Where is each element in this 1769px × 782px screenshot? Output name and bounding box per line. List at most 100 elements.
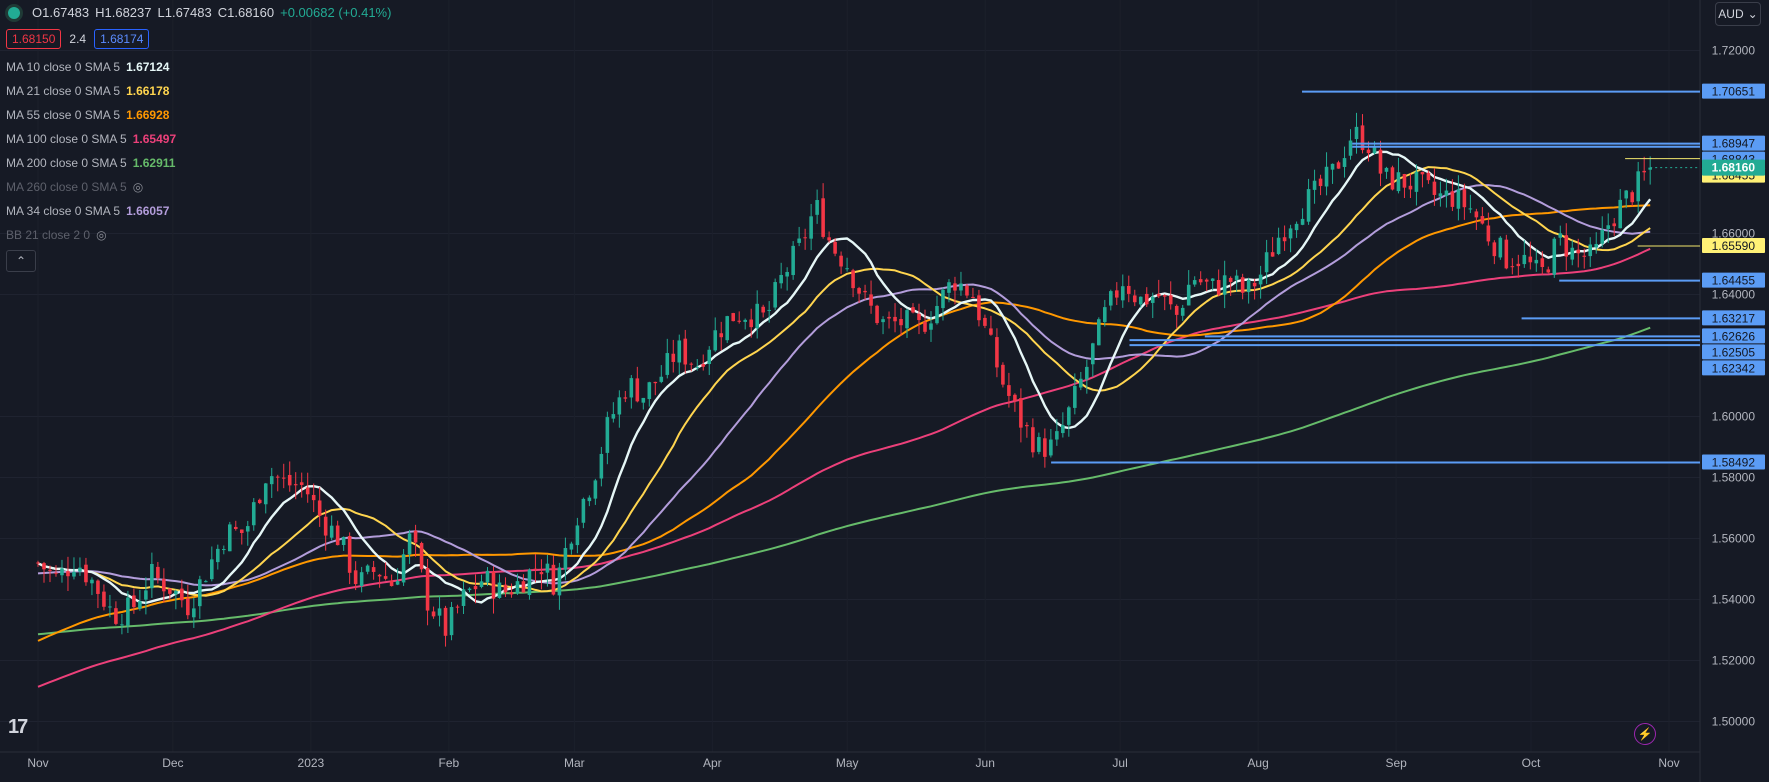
candle-body xyxy=(503,584,508,593)
candle-body xyxy=(971,296,975,299)
candle-body xyxy=(245,526,250,532)
legend-row-ma55[interactable]: MA 55 close 0 SMA 5 1.66928 xyxy=(6,103,176,127)
candle-body xyxy=(593,480,598,499)
x-tick-label: Aug xyxy=(1247,756,1268,770)
candle-body xyxy=(210,559,214,580)
candle-body xyxy=(455,606,460,608)
candle-body xyxy=(377,574,382,577)
candle-body xyxy=(1438,193,1443,197)
legend-row-ma200[interactable]: MA 200 close 0 SMA 5 1.62911 xyxy=(6,151,176,175)
chevron-up-icon: ⌃ xyxy=(15,254,27,268)
candle-body xyxy=(347,535,352,573)
candle-body xyxy=(1210,278,1215,282)
candle-body xyxy=(509,592,514,595)
candle-body xyxy=(1642,170,1646,173)
level-label-bg xyxy=(1702,135,1765,151)
chevron-down-icon: ⌄ xyxy=(1747,7,1758,21)
candle-body xyxy=(473,586,478,590)
currency-select[interactable]: AUD ⌄ xyxy=(1715,2,1761,26)
candle-body xyxy=(1174,305,1179,315)
candle-body xyxy=(461,589,466,606)
candle-body xyxy=(1162,295,1167,297)
legend-row-bb21[interactable]: BB 21 close 2 0 ◎ xyxy=(6,223,176,247)
legend-row-ma100[interactable]: MA 100 close 0 SMA 5 1.65497 xyxy=(6,127,176,151)
candle-body xyxy=(192,608,196,618)
bid-button[interactable]: 1.68150 xyxy=(6,29,62,49)
ohlc-low: L1.67483 xyxy=(157,5,212,20)
lightning-icon[interactable]: ⚡ xyxy=(1634,723,1656,745)
candle-body xyxy=(359,572,364,586)
candle-body xyxy=(815,200,819,215)
candle-body xyxy=(1264,252,1269,273)
candle-body xyxy=(72,571,76,577)
candle-body xyxy=(84,564,88,583)
ohlc-high: H1.68237 xyxy=(95,5,152,20)
candle-body xyxy=(1624,190,1628,199)
level-label-bg xyxy=(1702,310,1765,326)
candle-body xyxy=(257,499,262,504)
candle-body xyxy=(515,581,520,594)
legend-row-ma34[interactable]: MA 34 close 0 SMA 5 1.66057 xyxy=(6,199,176,223)
candle-body xyxy=(1294,223,1299,231)
candle-body xyxy=(467,588,472,591)
level-label-bg xyxy=(1702,454,1765,470)
candle-body xyxy=(1510,266,1515,268)
candle-body xyxy=(1186,284,1191,306)
ohlc-change: +0.00682 (+0.41%) xyxy=(280,5,392,20)
candle-body xyxy=(1120,286,1125,301)
candle-body xyxy=(809,216,813,239)
candle-body xyxy=(977,295,981,321)
eye-hidden-icon[interactable]: ◎ xyxy=(96,228,107,242)
candle-body xyxy=(353,570,358,585)
currency-value: AUD xyxy=(1718,7,1744,21)
candle-body xyxy=(419,543,424,570)
candle-body xyxy=(1049,439,1053,456)
candle-body xyxy=(1019,398,1023,428)
candle-body xyxy=(689,363,694,365)
candle-body xyxy=(108,606,112,608)
candle-body xyxy=(132,595,136,608)
legend-row-ma21[interactable]: MA 21 close 0 SMA 5 1.66178 xyxy=(6,79,176,103)
candle-body xyxy=(1606,225,1611,229)
candle-body xyxy=(281,477,286,479)
candle-body xyxy=(1564,235,1569,257)
collapse-legend-button[interactable]: ⌃ xyxy=(6,250,36,272)
candle-body xyxy=(629,378,634,398)
candle-body xyxy=(641,397,646,403)
candle-body xyxy=(150,564,154,589)
candle-body xyxy=(221,549,226,551)
candle-body xyxy=(263,483,268,505)
eye-hidden-icon[interactable]: ◎ xyxy=(132,180,144,194)
candle-body xyxy=(521,581,526,593)
candle-body xyxy=(1630,192,1634,203)
candle-body xyxy=(1001,364,1005,385)
legend-row-ma260[interactable]: MA 260 close 0 SMA 5 ◎ xyxy=(6,175,176,199)
candle-body xyxy=(251,502,256,526)
candle-body xyxy=(1037,437,1041,452)
candle-body xyxy=(293,484,298,486)
candle-body xyxy=(863,290,867,293)
legend-row-ma10[interactable]: MA 10 close 0 SMA 5 1.67124 xyxy=(6,55,176,79)
candle-body xyxy=(1192,280,1197,285)
legend-label: MA 10 close 0 SMA 5 xyxy=(6,60,121,74)
y-tick-label: 1.52000 xyxy=(1712,654,1756,668)
candle-body xyxy=(1198,279,1203,283)
candle-body xyxy=(917,313,921,321)
candle-body xyxy=(707,349,712,365)
candle-body xyxy=(449,607,454,636)
candle-body xyxy=(683,338,688,365)
candle-body xyxy=(563,548,568,570)
candle-body xyxy=(425,567,430,611)
candle-body xyxy=(1204,279,1209,282)
candle-body xyxy=(1618,199,1623,229)
candle-body xyxy=(1342,158,1347,167)
candle-body xyxy=(1312,180,1317,190)
x-tick-label: Mar xyxy=(564,756,585,770)
candle-body xyxy=(1552,238,1557,275)
x-tick-label: Nov xyxy=(1658,756,1679,770)
candle-body xyxy=(395,581,400,585)
candle-body xyxy=(671,353,676,362)
legend-value: 1.67124 xyxy=(126,60,170,74)
ask-button[interactable]: 1.68174 xyxy=(94,29,150,49)
